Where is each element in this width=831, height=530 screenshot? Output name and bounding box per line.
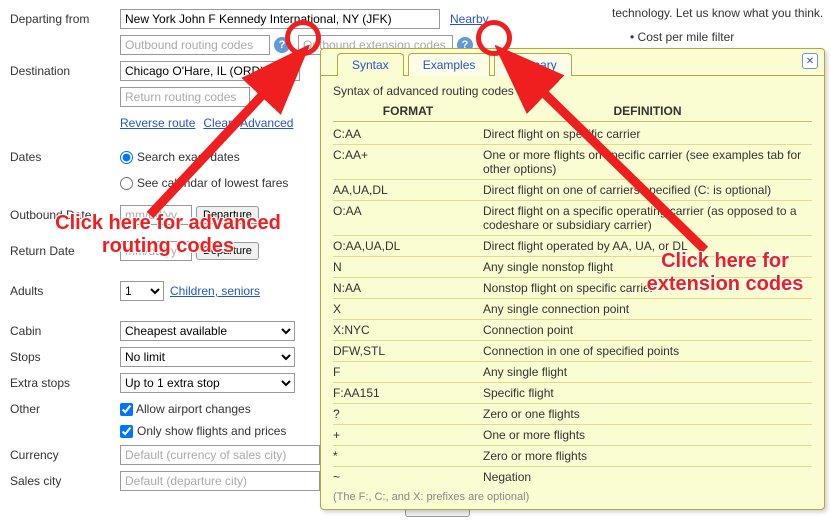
destination-input[interactable] xyxy=(120,61,300,81)
tooltip-row: O:AA,UA,DLDirect flight operated by AA, … xyxy=(333,236,812,257)
tab-glossary[interactable]: Glossary xyxy=(494,53,571,76)
tooltip-row: X:NYCConnection point xyxy=(333,320,812,341)
outbound-routing-input[interactable] xyxy=(120,35,270,55)
children-link[interactable]: Children, seniors xyxy=(170,284,260,298)
tooltip-title: Syntax of advanced routing codes xyxy=(333,84,812,98)
annotation-circle xyxy=(285,20,321,56)
airport-changes-checkbox[interactable] xyxy=(120,403,133,416)
currency-input[interactable] xyxy=(120,445,320,465)
calendar-radio[interactable] xyxy=(120,177,133,190)
tooltip-row: +One or more flights xyxy=(333,425,812,446)
tab-syntax[interactable]: Syntax xyxy=(337,53,404,76)
tooltip-row: NAny single nonstop flight xyxy=(333,257,812,278)
exact-dates-radio[interactable] xyxy=(120,151,133,164)
only-flights-checkbox[interactable] xyxy=(120,425,133,438)
advanced-link[interactable]: Advanced xyxy=(240,116,293,130)
tooltip-row: F:AA151Specific flight xyxy=(333,383,812,404)
tooltip-row: C:AADirect flight on specific carrier xyxy=(333,124,812,145)
adults-select[interactable]: 1 xyxy=(120,281,164,301)
tooltip-row: DFW,STLConnection in one of specified po… xyxy=(333,341,812,362)
reverse-route-link[interactable]: Reverse route xyxy=(120,116,195,130)
tooltip-row: FAny single flight xyxy=(333,362,812,383)
return-date-input[interactable] xyxy=(120,241,192,261)
label-dates: Dates xyxy=(10,150,120,164)
tooltip-row: C:AA+One or more flights on specific car… xyxy=(333,145,812,180)
label-departing: Departing from xyxy=(10,12,120,26)
tooltip-row: AA,UA,DLDirect flight on one of carriers… xyxy=(333,180,812,201)
return-routing-input[interactable] xyxy=(120,87,250,107)
right-sidebar-snippet: technology. Let us know what you think. … xyxy=(606,0,831,50)
tooltip-row: XAny single connection point xyxy=(333,299,812,320)
label-destination: Destination xyxy=(10,64,120,78)
cabin-select[interactable]: Cheapest available xyxy=(120,321,295,341)
routing-codes-tooltip: Syntax Examples Glossary ✕ Syntax of adv… xyxy=(320,48,825,510)
label-stops: Stops xyxy=(10,350,120,364)
label-cabin: Cabin xyxy=(10,324,120,338)
tooltip-row: N:AANonstop flight on specific carrier xyxy=(333,278,812,299)
clear-link[interactable]: Clear xyxy=(203,116,232,130)
departing-input[interactable] xyxy=(120,9,440,29)
tab-examples[interactable]: Examples xyxy=(408,53,491,76)
tooltip-row: *Zero or more flights xyxy=(333,446,812,467)
label-outbound-date: Outbound Date xyxy=(10,208,120,222)
label-other: Other xyxy=(10,402,120,416)
outbound-date-input[interactable] xyxy=(120,205,192,225)
label-adults: Adults xyxy=(10,284,120,298)
annotation-circle xyxy=(476,20,512,56)
label-extra-stops: Extra stops xyxy=(10,376,120,390)
label-currency: Currency xyxy=(10,448,120,462)
sales-city-input[interactable] xyxy=(120,471,320,491)
label-sales-city: Sales city xyxy=(10,474,120,488)
label-return-date: Return Date xyxy=(10,244,120,258)
tooltip-row: ?Zero or one flights xyxy=(333,404,812,425)
tooltip-row: ~Negation xyxy=(333,467,812,487)
departure-button[interactable]: Departure xyxy=(196,242,259,260)
stops-select[interactable]: No limit xyxy=(120,347,295,367)
tooltip-footnote: (The F:, C:, and X: prefixes are optiona… xyxy=(333,491,812,503)
extra-stops-select[interactable]: Up to 1 extra stop xyxy=(120,373,295,393)
tooltip-row: O:AADirect flight on a specific operatin… xyxy=(333,201,812,236)
close-icon[interactable]: ✕ xyxy=(802,53,818,69)
departure-button[interactable]: Departure xyxy=(196,206,259,224)
